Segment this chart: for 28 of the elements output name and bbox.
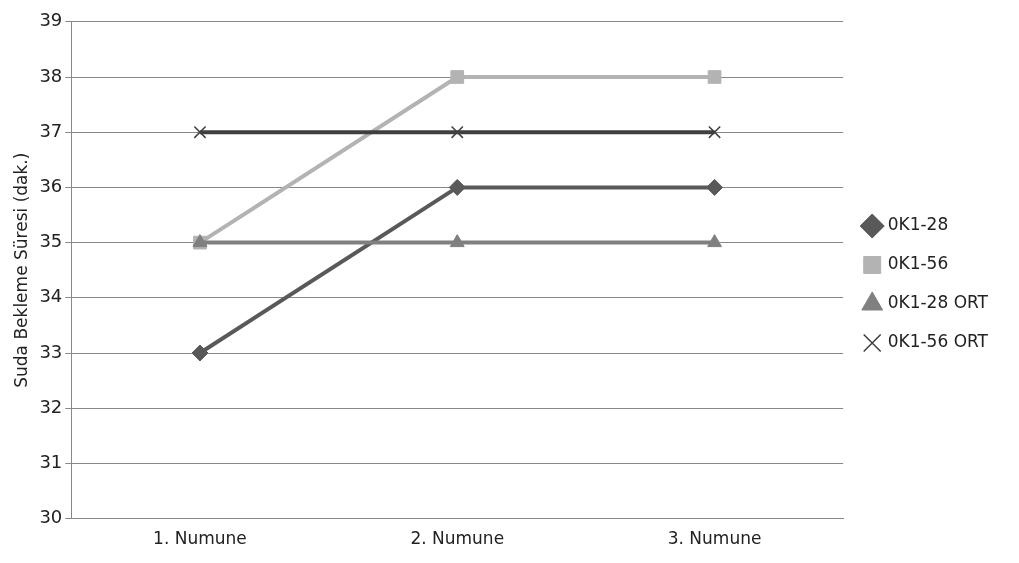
y-tick-label: 36 xyxy=(39,175,63,197)
point xyxy=(708,125,721,139)
point xyxy=(707,70,722,84)
point xyxy=(448,178,466,196)
y-tick-label: 37 xyxy=(39,119,63,141)
point xyxy=(193,125,207,139)
point xyxy=(707,234,722,248)
point xyxy=(706,178,724,196)
x-tick-label: 2. Numune xyxy=(410,528,505,549)
point xyxy=(450,70,465,84)
x-tick-label: 1. Numune xyxy=(153,528,247,549)
point xyxy=(191,344,209,362)
legend-label: 0K1-28 xyxy=(887,214,949,235)
y-tick-label: 31 xyxy=(39,451,63,473)
legend-label: 0K1-56 xyxy=(887,253,949,274)
y-axis-title: Suda Bekleme Süresi (dak.) xyxy=(10,152,31,388)
y-tick-label: 30 xyxy=(39,506,63,528)
y-tick-label: 32 xyxy=(39,395,63,417)
y-tick-label: 39 xyxy=(39,9,63,31)
legend-label: 0K1-56 ORT xyxy=(887,331,989,352)
point xyxy=(449,234,465,248)
y-tick-label: 34 xyxy=(39,285,63,307)
x-tick-label: 3. Numune xyxy=(667,528,762,549)
legend-label: 0K1-28 ORT xyxy=(887,292,989,313)
y-tick-label: 33 xyxy=(39,340,63,362)
y-tick-label: 35 xyxy=(39,230,63,252)
point xyxy=(450,125,464,139)
y-tick-label: 38 xyxy=(39,64,63,86)
